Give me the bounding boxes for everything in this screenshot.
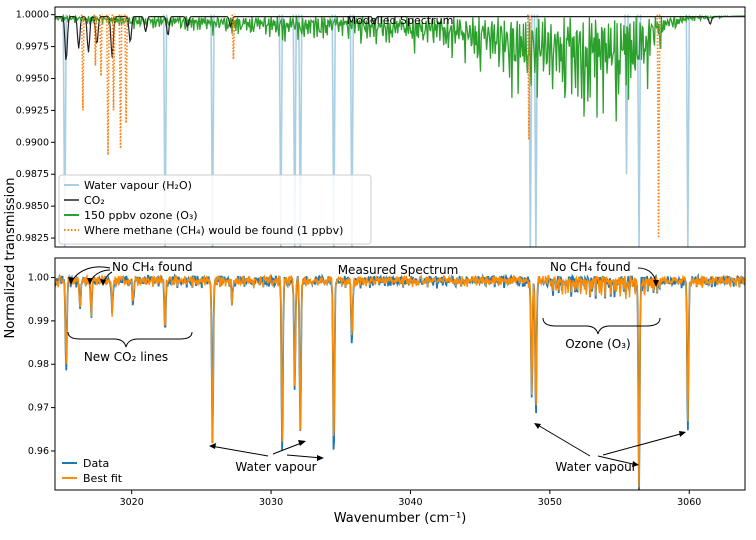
methane-line — [99, 14, 103, 76]
arrowheads — [68, 277, 686, 467]
top-y-tick-label: 0.9900 — [16, 137, 49, 148]
brace-ozone — [542, 317, 661, 335]
measured-spectrum-title: Measured Spectrum — [338, 263, 459, 277]
modelled-spectrum-title: Modelled Spectrum — [347, 14, 454, 27]
measured-spectrum-panel: Measured Spectrum 1.00 0.99 0.98 0.97 0.96 3… — [28, 257, 746, 508]
arrow-water-right-2 — [597, 455, 638, 466]
water-vapour-line — [331, 14, 337, 247]
water-vapour-line — [685, 14, 691, 247]
arrow-water-right-3 — [602, 432, 685, 456]
water-vapour-line — [298, 14, 303, 247]
water-vapour-line — [162, 14, 168, 247]
arrowhead-no-ch4-left-3 — [100, 279, 106, 286]
water-vapour-line — [349, 14, 355, 247]
arrow-water-left-1 — [210, 445, 269, 457]
x-tick-label: 3020 — [120, 497, 144, 508]
methane-line — [111, 14, 116, 111]
x-tick-label: 3030 — [259, 497, 283, 508]
top-y-tick-label: 0.9875 — [16, 169, 49, 180]
methane-line — [93, 14, 98, 66]
arrowhead-no-ch4-left-2 — [87, 278, 93, 285]
brace-new-co2 — [67, 331, 193, 348]
arrowhead-water-left-2 — [298, 440, 306, 446]
bottom-plot-frame — [54, 257, 746, 491]
arrowhead-no-ch4-left-1 — [68, 277, 74, 285]
arrow-water-left-3 — [286, 454, 323, 459]
best-fit-series-line — [55, 273, 745, 488]
top-legend-box — [58, 174, 372, 245]
legend-label-water: Water vapour (H₂O) — [84, 179, 192, 192]
water-vapour-line — [62, 14, 68, 247]
water-vapour-line — [210, 14, 215, 247]
arrowhead-no-ch4-right — [653, 280, 659, 287]
arrowhead-water-right-3 — [679, 431, 686, 437]
arrowhead-water-right-1 — [534, 423, 541, 429]
top-y-tick-label: 1.0000 — [16, 10, 49, 21]
arrow-water-right-1 — [535, 423, 591, 457]
x-tick-label: 3060 — [677, 497, 701, 508]
x-axis-label: Wavenumber (cm⁻¹) — [334, 511, 467, 526]
y-axis-label: Normalized transmission — [3, 178, 18, 339]
bottom-y-tick-label: 0.98 — [28, 359, 49, 370]
top-legend: Water vapour (H₂O) CO₂ 150 ppbv ozone (O… — [58, 174, 372, 245]
bottom-y-tick-label: 0.97 — [28, 403, 49, 414]
arrowhead-water-left-1 — [209, 443, 216, 449]
annotation-water-vapour-left: Water vapour — [235, 460, 316, 474]
water-vapour-line — [278, 14, 284, 247]
bottom-y-tick-label: 1.00 — [28, 273, 49, 284]
co2-curve — [55, 15, 745, 60]
arrow-water-left-2 — [272, 441, 305, 455]
top-y-tick-label: 0.9850 — [16, 201, 49, 212]
water-vapour-line — [292, 14, 298, 247]
methane-line — [80, 14, 85, 111]
x-tick-label: 3040 — [398, 497, 422, 508]
x-tick-label: 3050 — [538, 497, 562, 508]
top-y-tick-label: 0.9950 — [16, 73, 49, 84]
legend-label-data: Data — [83, 457, 109, 470]
annotation-water-vapour-right: Water vapour — [555, 460, 636, 474]
annotation-new-co2: New CO₂ lines — [84, 350, 168, 364]
water-vapour-line — [636, 14, 642, 247]
annotations — [67, 266, 685, 466]
modelled-spectrum-panel: Modelled Spectrum 1.0000 0.9975 0.9950 0.99… — [16, 6, 746, 248]
legend-label-co2: CO₂ — [84, 194, 105, 207]
arrowhead-water-left-3 — [317, 455, 324, 461]
arrowhead-water-right-2 — [632, 461, 639, 467]
top-y-tick-label: 0.9925 — [16, 105, 49, 116]
methane-line — [526, 14, 531, 140]
legend-label-methane: Where methane (CH₄) would be found (1 pp… — [84, 224, 343, 237]
annotation-no-ch4-left: No CH₄ found — [112, 260, 193, 274]
methane-line — [105, 14, 110, 156]
bottom-y-tick-label: 0.99 — [28, 316, 49, 327]
top-y-tick-label: 0.9975 — [16, 42, 49, 53]
bottom-legend: Data Best fit — [62, 457, 123, 485]
annotation-ozone: Ozone (O₃) — [565, 337, 631, 351]
annotation-no-ch4-right: No CH₄ found — [550, 260, 631, 274]
top-y-tick-label: 0.9825 — [16, 233, 49, 244]
bottom-y-tick-label: 0.96 — [28, 446, 49, 457]
legend-label-ozone: 150 ppbv ozone (O₃) — [84, 209, 198, 222]
legend-label-best-fit: Best fit — [83, 472, 123, 485]
top-plot-frame — [54, 6, 746, 248]
